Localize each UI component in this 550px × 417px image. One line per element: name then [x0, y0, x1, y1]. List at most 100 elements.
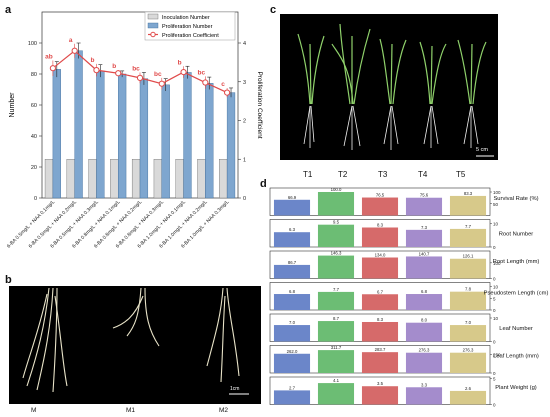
- trait-bar: [405, 322, 443, 342]
- photo-panel-c: 5 cm: [280, 14, 498, 160]
- trait-value-label: 100.0: [331, 187, 342, 192]
- y-tick-label: 60: [31, 103, 37, 109]
- trait-bar: [449, 195, 487, 216]
- trait-value-label: 140.7: [419, 251, 430, 256]
- trait-value-label: 3.5: [377, 381, 384, 386]
- trait-value-label: 83.3: [464, 191, 473, 196]
- trait-row-label: Leaf Number: [499, 326, 533, 332]
- coef-point: [158, 80, 165, 87]
- trait-value-label: 3.3: [421, 382, 428, 387]
- trait-bar: [361, 321, 399, 342]
- y2-tick-label: 4: [243, 41, 246, 47]
- bar-proliferation: [118, 73, 127, 199]
- trait-value-label: 134.0: [375, 253, 386, 258]
- significance-label: ab: [45, 53, 53, 60]
- trait-tick-label: 10: [493, 222, 499, 227]
- trait-bar: [449, 291, 487, 310]
- trait-value-label: 2.7: [289, 385, 296, 390]
- trait-bar: [449, 325, 487, 342]
- trait-bar: [405, 352, 443, 373]
- trait-bar: [273, 325, 311, 342]
- trait-value-label: 8.7: [333, 316, 340, 321]
- trait-bar: [361, 197, 399, 216]
- bar-proliferation: [226, 92, 236, 199]
- coef-point: [93, 67, 100, 74]
- coef-point: [180, 68, 187, 76]
- significance-label: a: [69, 37, 73, 44]
- trait-value-label: 66.9: [288, 195, 297, 200]
- trait-bar: [449, 228, 487, 247]
- trait-value-label: 4.1: [333, 378, 340, 383]
- trait-bar: [317, 192, 355, 216]
- trait-row-label: Survival Rate (%): [493, 196, 538, 202]
- trait-bar: [273, 390, 311, 405]
- bar-proliferation: [183, 72, 192, 199]
- legend-label-inoculation: Inoculation Number: [162, 15, 210, 21]
- trait-row-label: Root Length (mm): [493, 259, 540, 265]
- panel-letter-a: a: [5, 4, 12, 16]
- panel-letter-d: d: [260, 178, 267, 190]
- trait-value-label: 276.3: [419, 348, 430, 353]
- y2-tick-label: 0: [243, 196, 246, 202]
- scale-bar-label-c: 5 cm: [476, 147, 488, 153]
- photo-c-label-t4: T4: [418, 170, 428, 179]
- coef-point: [49, 65, 56, 72]
- trait-bar: [273, 264, 311, 279]
- bar-proliferation: [139, 78, 149, 199]
- y2-tick-label: 3: [243, 80, 246, 86]
- significance-label: b: [178, 59, 182, 66]
- trait-value-label: 6.8: [289, 289, 296, 294]
- trait-value-label: 7.3: [421, 225, 428, 230]
- trait-bar: [361, 257, 399, 279]
- panel-letter-b: b: [5, 274, 12, 286]
- trait-tick-label: 250: [493, 353, 501, 358]
- bar-inoculation: [175, 159, 184, 199]
- trait-value-label: 262.0: [287, 349, 298, 354]
- y-tick-label: 100: [28, 41, 37, 47]
- trait-tick-label: 5: [493, 376, 496, 381]
- trait-tick-label: 0: [493, 371, 496, 376]
- photo-panel-b: 1cm: [9, 286, 261, 404]
- bar-proliferation: [52, 69, 61, 199]
- trait-bar: [361, 227, 399, 247]
- bar-inoculation: [197, 159, 206, 199]
- trait-bar: [317, 224, 355, 247]
- trait-value-label: 8.0: [421, 318, 428, 323]
- trait-tick-label: 0: [493, 403, 496, 408]
- significance-label: bc: [154, 71, 162, 78]
- bar-inoculation: [219, 159, 228, 199]
- trait-value-label: 146.3: [331, 251, 342, 256]
- significance-label: bc: [198, 69, 206, 76]
- trait-bar: [449, 352, 487, 373]
- trait-value-label: 126.1: [463, 254, 474, 259]
- coef-point: [136, 74, 144, 81]
- trait-value-label: 283.7: [375, 347, 386, 352]
- trait-value-label: 8.3: [377, 222, 384, 227]
- trait-bar: [273, 232, 311, 247]
- legend-swatch-proliferation: [147, 22, 159, 29]
- trait-value-label: 86.7: [288, 260, 297, 265]
- bar-inoculation: [131, 159, 141, 199]
- trait-bar: [317, 383, 355, 405]
- legend-box: [144, 11, 236, 41]
- trait-bar: [317, 321, 355, 342]
- y2-axis-label: Proliferation Coefficient: [256, 71, 263, 138]
- trait-value-label: 7.7: [333, 287, 340, 292]
- trait-row-label: Plant Weight (g): [495, 385, 537, 391]
- y-tick-label: 40: [31, 134, 37, 140]
- trait-tick-label: 0: [493, 308, 496, 313]
- legend-label-coef: Proliferation Coefficient: [162, 33, 219, 39]
- trait-value-label: 8.3: [377, 317, 384, 322]
- trait-bar: [317, 291, 355, 310]
- trait-value-label: 7.7: [465, 224, 472, 229]
- trait-bar: [405, 197, 443, 216]
- trait-value-label: 6.7: [377, 289, 384, 294]
- proliferation-chart: 0 20 40 60 80 100 0 1 2 3 4 Number Proliferation Coe…: [6, 11, 263, 250]
- trait-row-label: Pseudostem Length (cm): [484, 290, 549, 296]
- trait-row-label: Leaf Length (mm): [493, 353, 539, 359]
- seedling-roots-illustration: [22, 287, 249, 395]
- trait-value-label: 6.8: [421, 289, 428, 294]
- significance-label: c: [221, 81, 225, 88]
- photo-b-label-m2: M2: [219, 407, 229, 414]
- coef-point: [224, 89, 231, 96]
